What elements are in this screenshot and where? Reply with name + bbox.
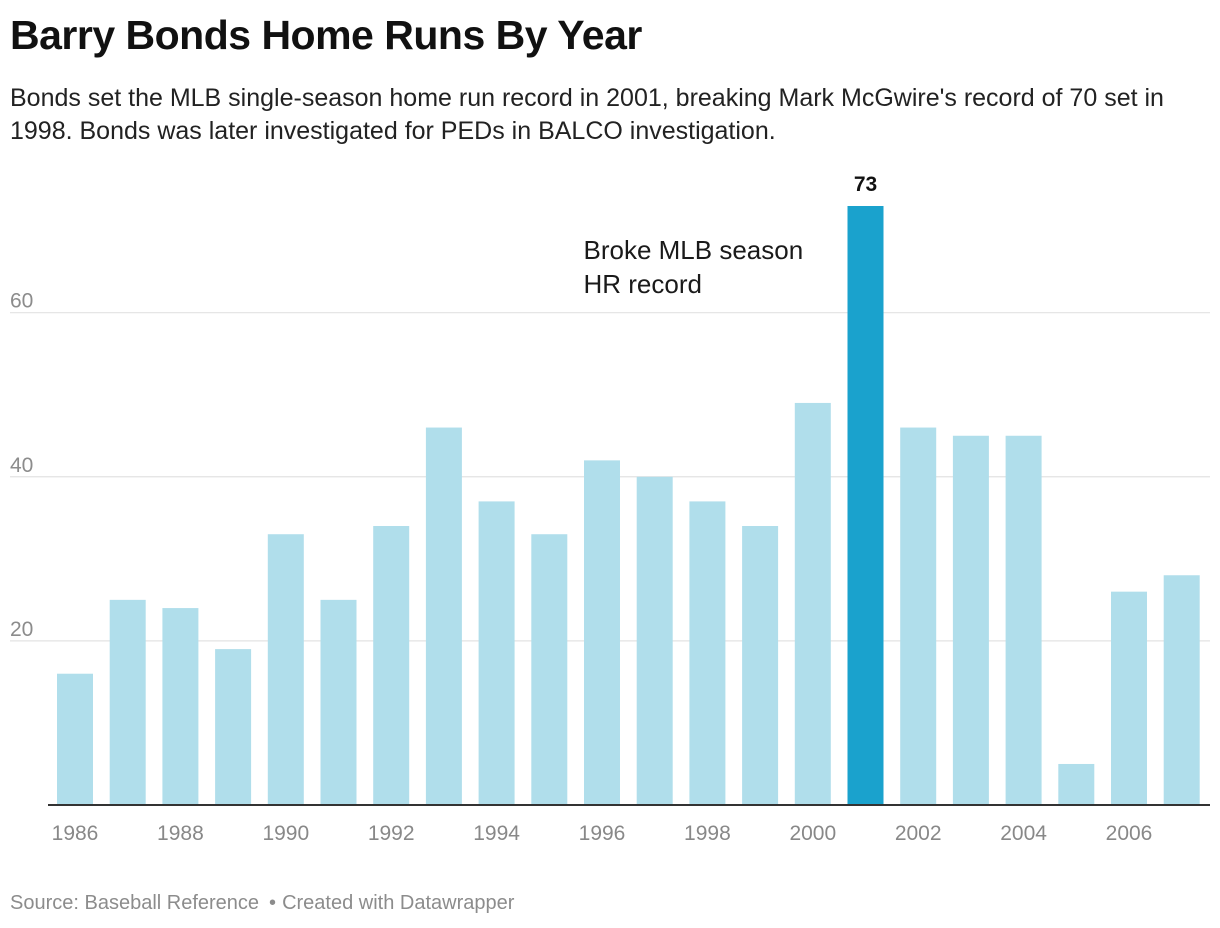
- bar[interactable]: [900, 427, 937, 805]
- bar[interactable]: [636, 476, 673, 805]
- bar[interactable]: [373, 526, 410, 805]
- x-tick-label: 2000: [789, 822, 836, 845]
- annotation-text: Broke MLB season HR record: [584, 235, 804, 299]
- x-tick-label: 1996: [579, 822, 626, 845]
- bar[interactable]: [425, 427, 462, 805]
- y-tick-label: 40: [10, 454, 33, 477]
- bar[interactable]: [794, 402, 831, 805]
- bar[interactable]: [1163, 575, 1200, 805]
- bar[interactable]: [1058, 763, 1095, 805]
- bar[interactable]: [215, 649, 252, 805]
- bar-highlight[interactable]: [847, 206, 884, 805]
- annotation-line: HR record: [584, 269, 702, 299]
- bar-chart: 20 40 60 1986 1988 1990 1992 1994 1996 1998 2000 20…: [10, 173, 1210, 845]
- bar[interactable]: [584, 460, 620, 805]
- bar[interactable]: [1111, 591, 1147, 805]
- bar[interactable]: [1005, 435, 1042, 805]
- bar[interactable]: [531, 534, 568, 805]
- y-tick-label: 60: [10, 290, 33, 313]
- credit-note[interactable]: Created with Datawrapper: [282, 892, 515, 914]
- annotation-line: Broke MLB season: [584, 235, 804, 265]
- x-tick-label: 1988: [157, 822, 204, 845]
- footer-separator: •: [269, 892, 277, 914]
- bar[interactable]: [689, 501, 726, 805]
- chart-subtitle: Bonds set the MLB single-season home run…: [10, 84, 1164, 145]
- chart-title: Barry Bonds Home Runs By Year: [10, 12, 642, 58]
- x-tick-label: 2002: [895, 822, 942, 845]
- bar[interactable]: [478, 501, 515, 805]
- x-tick-label: 1992: [368, 822, 415, 845]
- x-tick-label: 1990: [262, 822, 309, 845]
- bar[interactable]: [320, 599, 357, 805]
- bar[interactable]: [742, 526, 779, 805]
- bar[interactable]: [952, 435, 989, 805]
- bar[interactable]: [267, 534, 304, 805]
- data-label-2001: 73: [854, 173, 877, 196]
- source-note[interactable]: Source: Baseball Reference: [10, 892, 260, 914]
- x-tick-label: 2006: [1106, 822, 1153, 845]
- x-tick-label: 2004: [1000, 822, 1047, 845]
- x-tick-label: 1998: [684, 822, 731, 845]
- bar[interactable]: [162, 608, 199, 805]
- x-tick-label: 1994: [473, 822, 520, 845]
- x-tick-label: 1986: [52, 822, 99, 845]
- bar[interactable]: [109, 599, 146, 805]
- bar[interactable]: [57, 673, 93, 805]
- y-tick-label: 20: [10, 618, 33, 641]
- chart-footer: Source: Baseball Reference • Created with …: [10, 892, 514, 915]
